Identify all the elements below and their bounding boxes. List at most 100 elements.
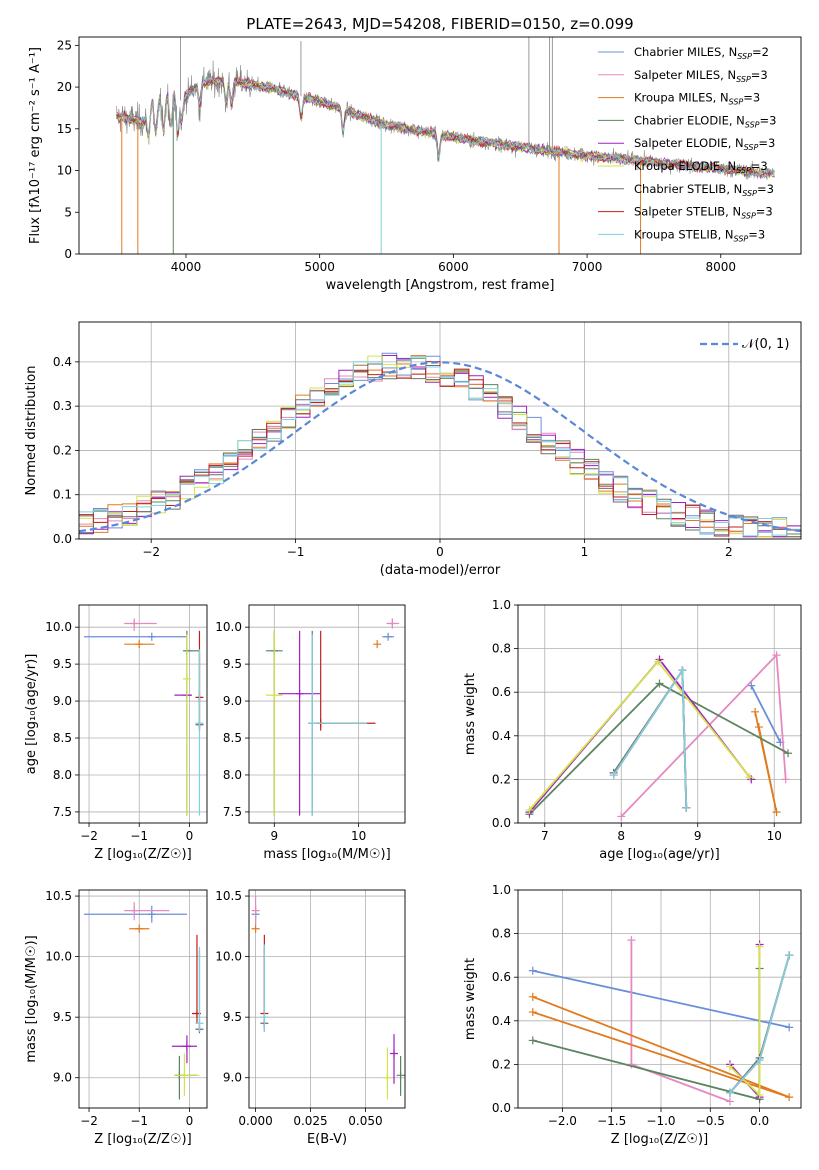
weight-point (609, 771, 618, 780)
x-tick-label: 2 (725, 545, 733, 559)
y-tick-label: 0.0 (492, 1101, 511, 1115)
legend-text: Salpeter ELODIE, N (634, 136, 744, 150)
data-point (396, 1071, 405, 1080)
axes-frame (248, 889, 406, 1109)
y-tick-label: 8.0 (53, 768, 72, 782)
y-tick-label: 9.5 (53, 1010, 72, 1024)
x-tick-label: 9 (270, 829, 278, 843)
legend-text: Chabrier STELIB, N (634, 182, 742, 196)
weight-point (755, 1090, 764, 1099)
x-tick-label: 5000 (304, 260, 335, 274)
x-axis-label: wavelength [Angstrom, rest frame] (326, 278, 555, 293)
legend-label: Salpeter MILES, NSSP=3 (634, 68, 768, 84)
x-tick-label: 0.050 (348, 1114, 382, 1128)
x-axis-label: Z [log₁₀(Z/Z☉)] (94, 1132, 191, 1147)
y-tick-label: 10.0 (45, 620, 72, 634)
weight-point (655, 679, 664, 688)
axes-frame (78, 36, 802, 255)
weight-point (678, 666, 687, 675)
panel-age_vs_mass: 9 10 7.5 8.0 8.5 9.0 9.5 10.0 mass [log₁₀(M/M☉)] (215, 604, 406, 862)
data-point (390, 1049, 399, 1058)
x-tick-label: −1 (287, 545, 305, 559)
legend-label: 𝒩(0, 1) (742, 337, 789, 352)
y-axis-label: mass weight (463, 958, 478, 1040)
x-tick-label: −1.0 (646, 1114, 675, 1128)
y-tick-label: 7.5 (223, 805, 242, 819)
y-tick-label: 8.5 (223, 731, 242, 745)
x-axis-label: Z [log₁₀(Z/Z☉)] (611, 1132, 708, 1147)
legend-text: Chabrier MILES, N (634, 45, 737, 59)
y-tick-label: 10.0 (215, 620, 242, 634)
y-tick-label: 0.8 (492, 642, 511, 656)
x-tick-label: 0.000 (238, 1114, 272, 1128)
legend-sub: SSP (734, 234, 749, 243)
x-tick-label: −1 (130, 1114, 148, 1128)
weight-point (755, 942, 764, 951)
weight-point (682, 803, 691, 812)
y-tick-label: 10.0 (215, 950, 242, 964)
weight-point (525, 805, 534, 814)
y-tick-label: 0.4 (492, 1014, 511, 1028)
y-tick-label: 9.5 (53, 657, 72, 671)
x-tick-label: −1 (130, 829, 148, 843)
panel-age_vs_Z: −2 −1 0 7.5 8.0 8.5 9.0 9.5 10.0 Z [log₁₀(Z/Z☉)] a… (24, 604, 208, 862)
legend-sub: SSP (741, 212, 756, 221)
legend-text: Kroupa ELODIE, N (634, 159, 736, 173)
legend-text: Kroupa MILES, N (634, 91, 729, 105)
legend-label: Chabrier MILES, NSSP=2 (634, 45, 769, 61)
x-tick-label: 8 (617, 829, 625, 843)
legend-eq: =3 (758, 136, 775, 150)
y-tick-label: 1.0 (492, 598, 511, 612)
weight-point (783, 749, 792, 758)
y-tick-label: 15 (57, 122, 72, 136)
x-tick-label: 8000 (706, 260, 737, 274)
axes-frame (248, 604, 406, 824)
y-tick-label: 0.4 (53, 355, 72, 369)
y-tick-label: 0.2 (492, 772, 511, 786)
y-tick-label: 25 (57, 38, 72, 52)
axes-frame (517, 604, 802, 824)
y-tick-label: 9.5 (223, 1010, 242, 1024)
y-tick-label: 0.1 (53, 488, 72, 502)
x-tick-label: −2 (142, 545, 160, 559)
weight-point (751, 707, 760, 716)
weight-line-0 (532, 969, 790, 1029)
y-tick-label: 1.0 (492, 883, 511, 897)
data-point (251, 906, 260, 915)
y-tick-label: 9.0 (53, 694, 72, 708)
x-tick-label: 10 (767, 829, 782, 843)
weight-point (745, 773, 754, 782)
weight-point (772, 808, 781, 817)
y-tick-label: 0.6 (492, 685, 511, 699)
data-point (135, 924, 144, 933)
x-axis-label: age [log₁₀(age/yr)] (599, 847, 720, 862)
legend-text: Chabrier ELODIE, N (634, 113, 745, 127)
model-spectrum-5 (116, 78, 775, 179)
axes-frame (517, 889, 802, 1109)
panel-mass_vs_Z: −2 −1 0 9.0 9.5 10.0 10.5 Z [log₁₀(Z/Z☉)] mass [… (24, 889, 208, 1147)
y-tick-label: 9.5 (223, 657, 242, 671)
weight-point (528, 966, 537, 975)
weight-point (528, 992, 537, 1001)
y-tick-label: 0.4 (492, 729, 511, 743)
x-tick-label: −0.5 (696, 1114, 725, 1128)
legend-eq: =3 (743, 91, 760, 105)
axes-frame (78, 604, 208, 824)
data-point (130, 906, 139, 915)
legend-eq: =3 (757, 182, 774, 196)
x-tick-label: −1.5 (597, 1114, 626, 1128)
data-point (182, 1042, 191, 1051)
data-point (195, 1019, 204, 1028)
weight-point (726, 1062, 735, 1071)
plot-area (265, 618, 400, 816)
legend-eq: =3 (751, 68, 768, 82)
data-point (270, 691, 279, 700)
x-tick-label: 0 (436, 545, 444, 559)
plot-area (528, 936, 794, 1106)
y-tick-label: 7.5 (53, 805, 72, 819)
x-tick-label: 6000 (438, 260, 469, 274)
y-tick-label: 0.0 (53, 532, 72, 546)
y-axis-label: Flux [fλ10⁻¹⁷ erg cm⁻² s⁻¹ A⁻¹] (28, 47, 43, 244)
y-tick-label: 0.8 (492, 927, 511, 941)
weight-line-0 (750, 685, 782, 743)
